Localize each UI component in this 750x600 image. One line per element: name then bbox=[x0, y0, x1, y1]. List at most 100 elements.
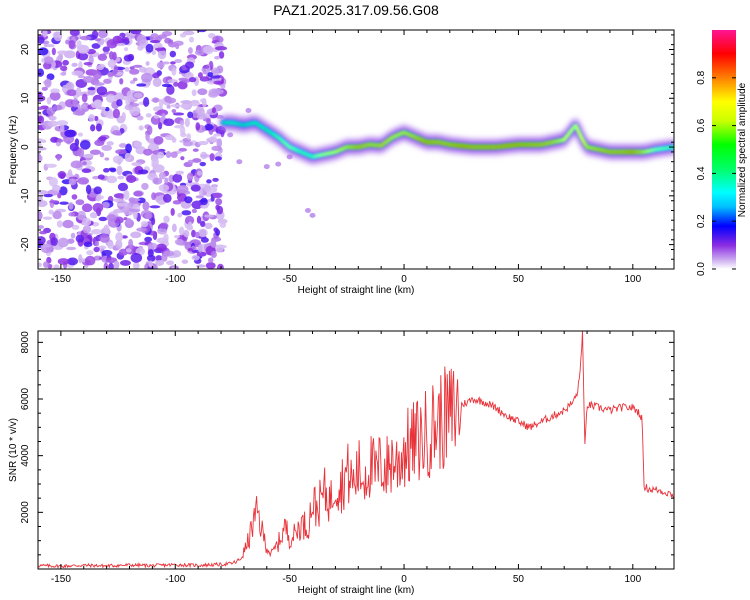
noise-blob bbox=[136, 227, 147, 232]
noise-blob bbox=[203, 185, 212, 192]
x-tick-label: -150 bbox=[51, 274, 71, 285]
noise-blob bbox=[209, 135, 218, 142]
noise-blob bbox=[66, 89, 78, 97]
noise-blob bbox=[38, 196, 43, 203]
noise-blob bbox=[153, 135, 164, 145]
noise-blob bbox=[151, 217, 156, 226]
noise-blob bbox=[158, 172, 166, 180]
noise-blob bbox=[197, 140, 209, 146]
noise-blob bbox=[163, 233, 169, 242]
noise-blob bbox=[196, 215, 202, 224]
noise-blob bbox=[171, 137, 177, 143]
noise-blob bbox=[146, 254, 156, 262]
noise-blob bbox=[83, 241, 93, 248]
noise-blob bbox=[149, 205, 161, 209]
noise-blob bbox=[56, 153, 61, 161]
noise-blob bbox=[220, 84, 226, 89]
noise-blob bbox=[184, 61, 195, 69]
noise-blob bbox=[50, 237, 58, 247]
noise-blob bbox=[132, 64, 143, 68]
noise-blob bbox=[97, 53, 108, 61]
noise-blob bbox=[45, 163, 57, 168]
noise-blob bbox=[191, 200, 203, 210]
noise-blob bbox=[184, 196, 193, 204]
colorbar-gradient bbox=[712, 30, 736, 269]
noise-blob bbox=[175, 170, 185, 175]
noise-blob bbox=[38, 236, 46, 245]
noise-blob bbox=[106, 214, 117, 222]
noise-blob bbox=[62, 84, 68, 93]
noise-blob bbox=[212, 192, 223, 199]
noise-blob bbox=[72, 110, 85, 116]
noise-blob bbox=[38, 36, 45, 45]
noise-blob bbox=[157, 122, 163, 130]
noise-blob bbox=[85, 184, 92, 195]
noise-blob bbox=[197, 244, 203, 253]
noise-blob bbox=[173, 234, 180, 239]
noise-blob bbox=[80, 103, 87, 109]
noise-blob bbox=[183, 229, 190, 238]
noise-blob bbox=[53, 31, 63, 42]
noise-blob bbox=[179, 32, 187, 38]
noise-blob bbox=[142, 201, 150, 211]
noise-blob bbox=[172, 112, 185, 116]
noise-blob bbox=[108, 51, 114, 60]
noise-blob bbox=[125, 143, 132, 154]
noise-blob bbox=[165, 150, 172, 158]
noise-blob bbox=[196, 113, 207, 120]
noise-blob bbox=[126, 175, 137, 183]
noise-blob bbox=[187, 111, 194, 119]
noise-blob bbox=[205, 262, 216, 269]
noise-blob bbox=[82, 161, 87, 165]
noise-blob bbox=[78, 147, 85, 158]
noise-blob bbox=[180, 103, 189, 109]
noise-blob bbox=[84, 255, 96, 266]
noise-blob bbox=[113, 64, 118, 75]
noise-blob bbox=[71, 62, 78, 67]
noise-blob bbox=[170, 207, 175, 216]
snr-y-axis: 2000 4000 6000 8000 bbox=[20, 331, 674, 556]
noise-blob bbox=[90, 228, 103, 235]
stray-blob bbox=[304, 207, 311, 213]
noise-blob bbox=[57, 170, 67, 179]
noise-blob bbox=[121, 112, 126, 122]
noise-blob bbox=[172, 173, 183, 183]
noise-blob bbox=[115, 239, 123, 250]
noise-blob bbox=[199, 76, 210, 82]
noise-blob bbox=[155, 259, 165, 266]
noise-blob bbox=[103, 51, 110, 55]
noise-blob bbox=[81, 168, 92, 174]
noise-blob bbox=[194, 231, 200, 239]
noise-blob bbox=[88, 114, 96, 122]
noise-blob bbox=[77, 52, 89, 61]
noise-blob bbox=[182, 141, 193, 147]
noise-blob bbox=[163, 250, 175, 257]
noise-blob bbox=[189, 101, 200, 107]
noise-blob bbox=[156, 61, 165, 69]
noise-blob bbox=[207, 72, 214, 77]
noise-blob bbox=[187, 159, 194, 165]
x-tick-label: 0 bbox=[401, 274, 407, 285]
noise-blob bbox=[107, 241, 114, 249]
noise-blob bbox=[68, 178, 77, 186]
noise-blob bbox=[129, 30, 142, 35]
stray-blob bbox=[263, 164, 270, 170]
noise-blob bbox=[151, 158, 160, 166]
noise-blob bbox=[117, 202, 126, 207]
x-tick-label: 50 bbox=[513, 574, 525, 585]
noise-blob bbox=[151, 50, 157, 55]
noise-blob bbox=[153, 115, 160, 119]
noise-blob bbox=[211, 88, 224, 95]
noise-blob bbox=[79, 140, 91, 150]
noise-blob bbox=[213, 80, 225, 85]
noise-blob bbox=[82, 153, 94, 159]
noise-blob bbox=[97, 106, 107, 110]
noise-blob bbox=[68, 212, 75, 217]
noise-blob bbox=[81, 93, 88, 103]
noise-blob bbox=[41, 86, 48, 91]
noise-blob bbox=[186, 133, 192, 140]
snr-y-label: SNR (10 * v/v) bbox=[8, 418, 19, 482]
snr-frame bbox=[37, 330, 675, 570]
noise-blob bbox=[132, 262, 140, 269]
